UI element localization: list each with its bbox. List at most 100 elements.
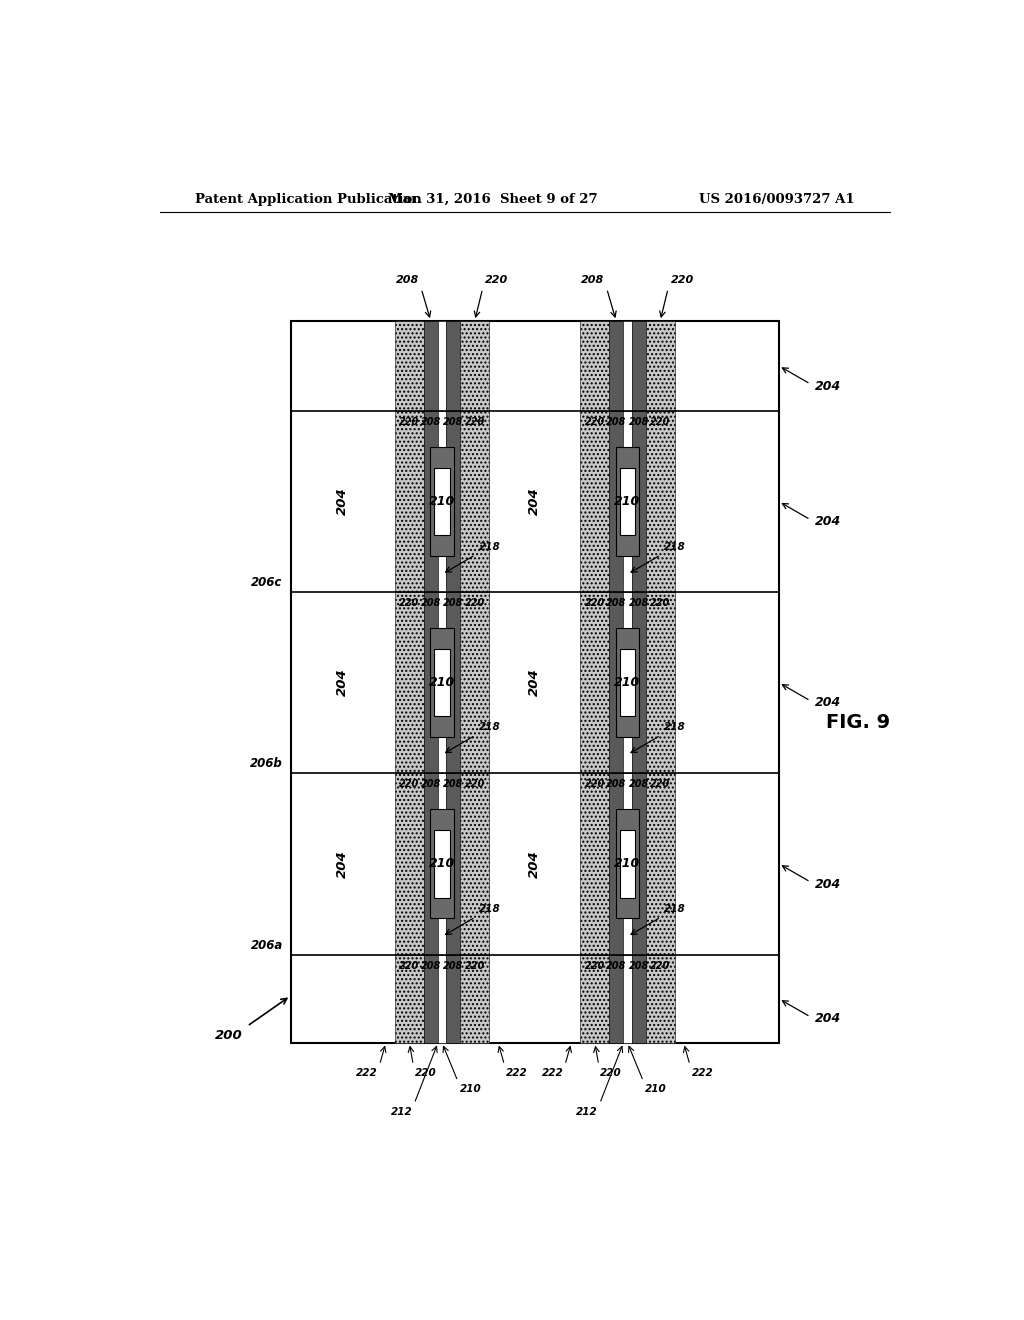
Bar [460, 593, 489, 772]
Text: 218: 218 [664, 722, 686, 733]
Text: 204: 204 [814, 1012, 841, 1026]
Bar [394, 321, 424, 411]
Bar [623, 772, 632, 954]
Text: 204: 204 [528, 669, 542, 697]
Bar [437, 321, 446, 411]
Bar [437, 772, 446, 954]
Bar [460, 321, 489, 411]
Text: 208: 208 [421, 417, 441, 426]
Text: 220: 220 [399, 779, 420, 789]
Bar [446, 411, 460, 593]
Text: 220: 220 [585, 598, 605, 609]
Bar [460, 411, 489, 593]
Text: 208: 208 [606, 417, 627, 426]
Bar [645, 954, 675, 1043]
Text: 204: 204 [336, 850, 349, 878]
Text: 220: 220 [399, 417, 420, 426]
Text: 204: 204 [814, 380, 841, 392]
Text: 218: 218 [478, 722, 501, 733]
Text: 206c: 206c [251, 577, 283, 589]
Bar [615, 628, 639, 737]
Bar [291, 321, 778, 1043]
Text: 218: 218 [478, 543, 501, 552]
Text: 220: 220 [465, 417, 484, 426]
Text: 200: 200 [215, 1030, 243, 1043]
Bar [645, 321, 675, 411]
Text: 208: 208 [443, 961, 463, 970]
Text: 208: 208 [606, 961, 627, 970]
Text: 210: 210 [429, 676, 455, 689]
Bar [645, 593, 675, 772]
Bar [609, 321, 623, 411]
Text: 210: 210 [429, 857, 455, 870]
Bar [620, 649, 635, 717]
Text: 210: 210 [645, 1084, 667, 1094]
Text: 220: 220 [465, 779, 484, 789]
Bar [609, 593, 623, 772]
Text: 208: 208 [581, 276, 604, 285]
Text: 204: 204 [336, 669, 349, 697]
Text: 210: 210 [429, 495, 455, 508]
Text: FIG. 9: FIG. 9 [826, 713, 891, 733]
Text: 208: 208 [629, 779, 649, 789]
Text: 204: 204 [336, 487, 349, 515]
Text: Patent Application Publication: Patent Application Publication [196, 193, 422, 206]
Text: 220: 220 [465, 961, 484, 970]
Bar [645, 411, 675, 593]
Bar [430, 628, 454, 737]
Text: 220: 220 [650, 779, 671, 789]
Text: 220: 220 [415, 1068, 436, 1078]
Text: 210: 210 [460, 1084, 481, 1094]
Bar [437, 954, 446, 1043]
Text: 208: 208 [443, 779, 463, 789]
Text: 220: 220 [585, 779, 605, 789]
Text: 220: 220 [465, 598, 484, 609]
Text: 210: 210 [614, 857, 641, 870]
Bar [446, 772, 460, 954]
Text: 220: 220 [585, 417, 605, 426]
Text: 222: 222 [506, 1068, 527, 1078]
Bar [424, 954, 437, 1043]
Bar [609, 772, 623, 954]
Text: 220: 220 [485, 276, 508, 285]
Text: 208: 208 [421, 598, 441, 609]
Bar [446, 593, 460, 772]
Bar [609, 954, 623, 1043]
Text: 208: 208 [606, 598, 627, 609]
Bar [460, 772, 489, 954]
Bar [615, 809, 639, 919]
Bar [609, 411, 623, 593]
Bar [632, 321, 645, 411]
Bar [394, 593, 424, 772]
Bar [645, 772, 675, 954]
Bar [394, 954, 424, 1043]
Bar [434, 649, 450, 717]
Bar [623, 411, 632, 593]
Bar [581, 411, 609, 593]
Text: 208: 208 [629, 598, 649, 609]
Text: 208: 208 [421, 779, 441, 789]
Text: 210: 210 [614, 495, 641, 508]
Bar [581, 772, 609, 954]
Text: 218: 218 [478, 904, 501, 915]
Text: 212: 212 [577, 1106, 598, 1117]
Bar [446, 321, 460, 411]
Text: 220: 220 [585, 961, 605, 970]
Text: Mar. 31, 2016  Sheet 9 of 27: Mar. 31, 2016 Sheet 9 of 27 [388, 193, 598, 206]
Text: 212: 212 [391, 1106, 413, 1117]
Bar [424, 411, 437, 593]
Bar [437, 411, 446, 593]
Text: 218: 218 [664, 904, 686, 915]
Bar [581, 954, 609, 1043]
Bar [394, 772, 424, 954]
Bar [623, 321, 632, 411]
Text: 220: 220 [650, 961, 671, 970]
Text: US 2016/0093727 A1: US 2016/0093727 A1 [698, 193, 854, 206]
Text: 204: 204 [528, 850, 542, 878]
Bar [430, 809, 454, 919]
Bar [632, 954, 645, 1043]
Text: 220: 220 [671, 276, 693, 285]
Text: 222: 222 [691, 1068, 714, 1078]
Text: 206b: 206b [250, 756, 283, 770]
Bar [424, 772, 437, 954]
